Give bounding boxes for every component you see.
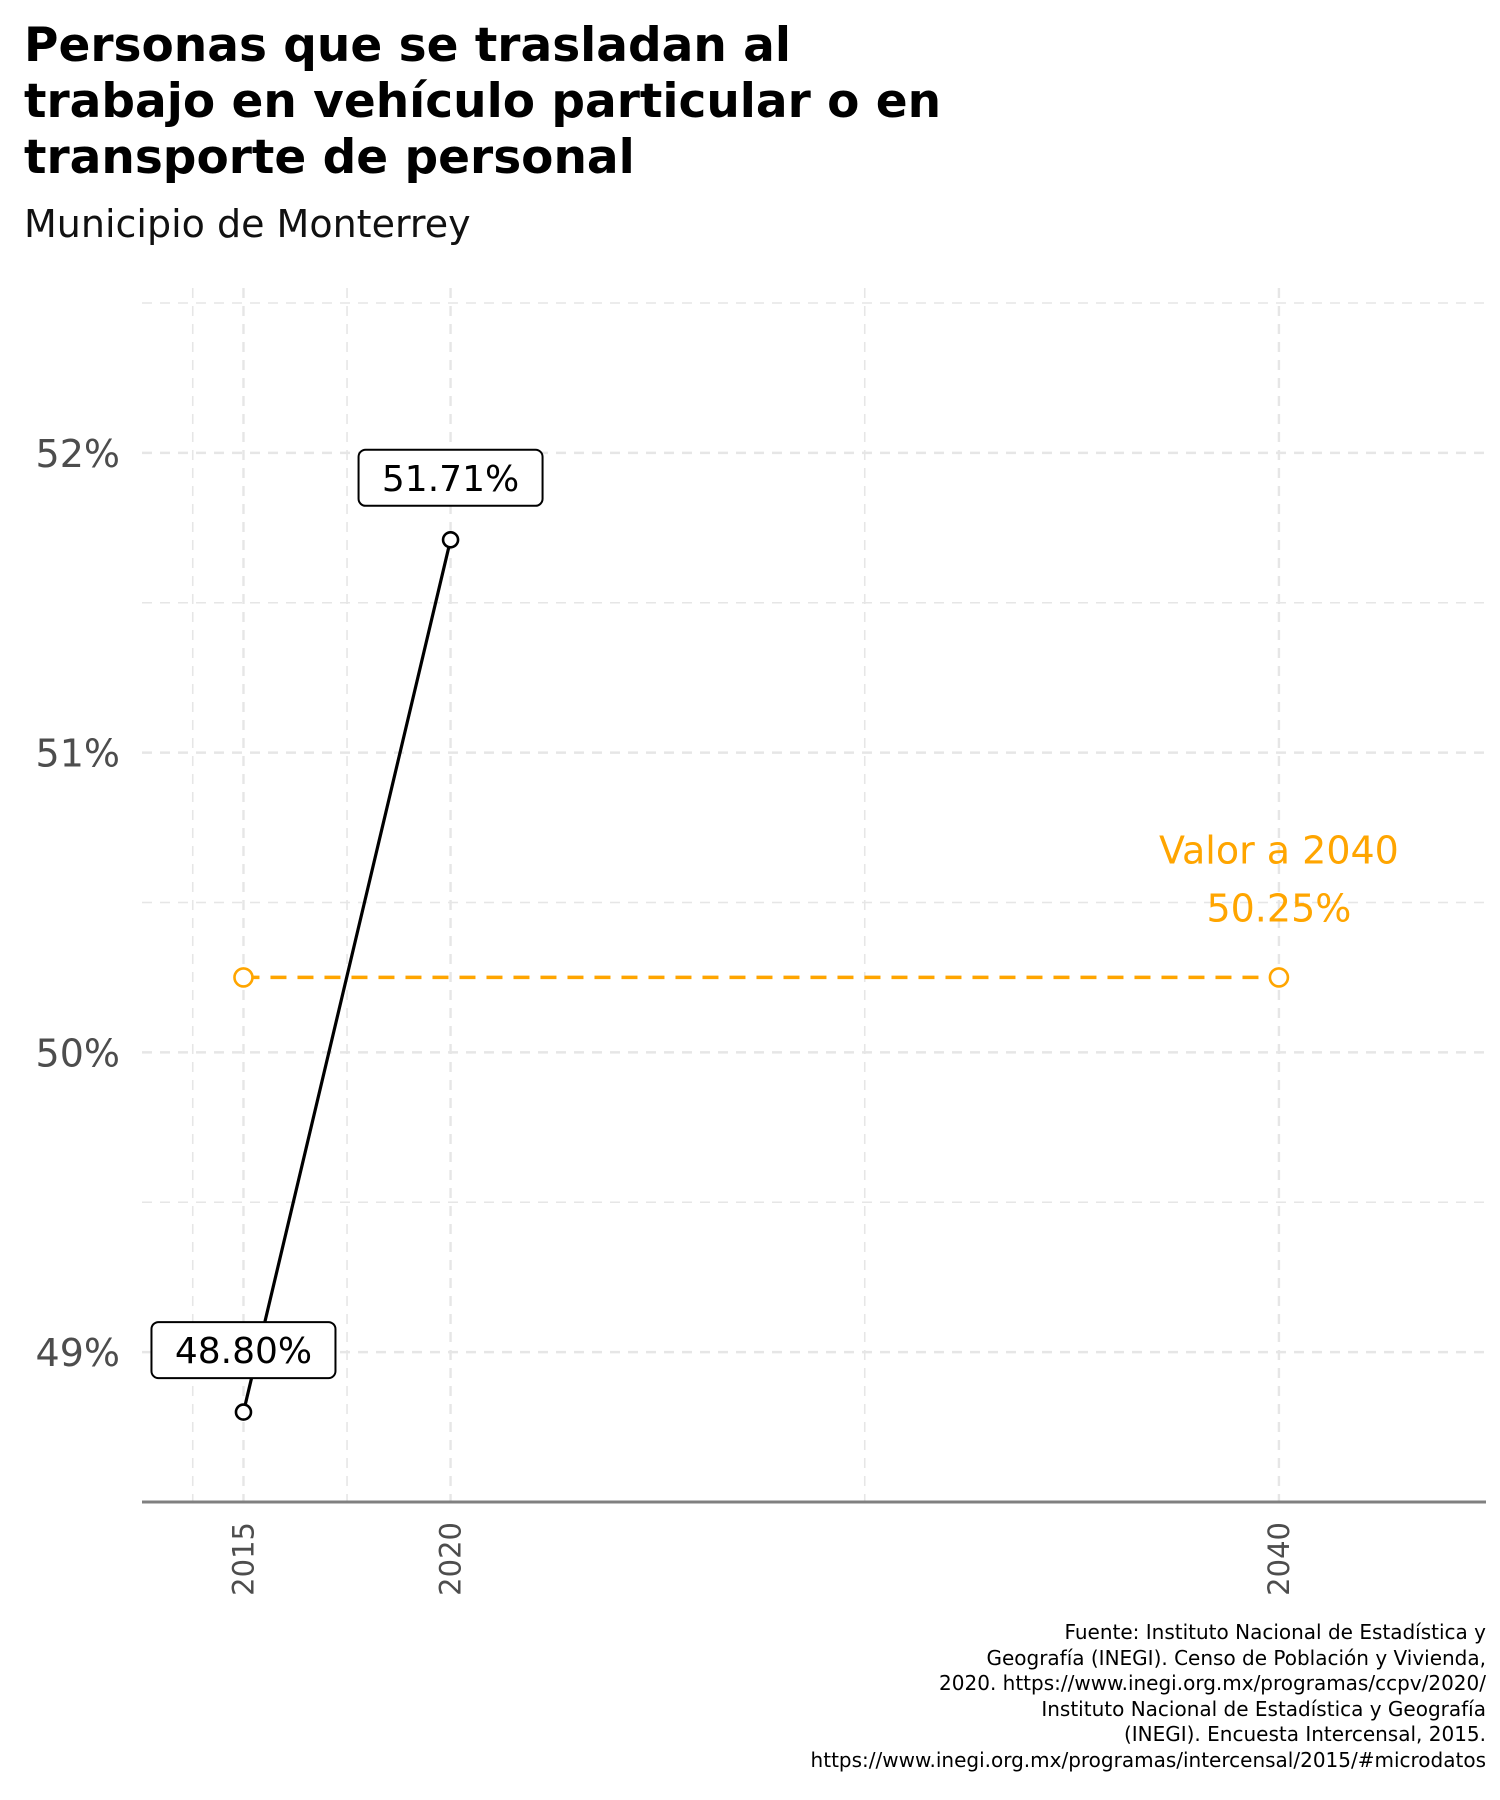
chart-title: Personas que se trasladan al trabajo en …: [24, 18, 942, 185]
tick-labels: 49% 50% 51% 52% 2015 2020 2040: [36, 432, 1296, 1596]
y-tick-label: 51%: [36, 732, 120, 776]
data-labels: 48.80% 51.71% Valor a 2040 50.25%: [150, 448, 1399, 1380]
data-label: 48.80%: [175, 1331, 312, 1372]
y-tick-label: 52%: [36, 432, 120, 476]
projection-value: 50.25%: [1206, 886, 1351, 930]
projection-title: Valor a 2040: [1159, 828, 1399, 872]
line-chart: 48.80% 51.71% Valor a 2040 50.25% 49% 50% 51%…: [36, 288, 1486, 1596]
chart-subtitle: Municipio de Monterrey: [24, 202, 471, 246]
data-label: 51.71%: [382, 459, 519, 500]
y-tick-label: 50%: [36, 1031, 120, 1075]
data-label-box: [357, 448, 544, 507]
projection-point: [1268, 967, 1290, 988]
data-points: [233, 530, 1290, 1421]
x-tick-label: 2040: [1262, 1522, 1296, 1596]
y-tick-label: 49%: [36, 1331, 120, 1375]
observed-point: [234, 1403, 253, 1421]
observed-point: [441, 530, 460, 549]
x-tick-label: 2020: [434, 1522, 468, 1596]
observed-line: [241, 539, 453, 1413]
x-tick-label: 2015: [226, 1522, 260, 1596]
data-label-box: [150, 1321, 337, 1380]
projection-point: [233, 967, 254, 988]
series-lines: [241, 539, 1279, 1413]
source-caption: Fuente: Instituto Nacional de Estadístic…: [810, 1620, 1486, 1772]
